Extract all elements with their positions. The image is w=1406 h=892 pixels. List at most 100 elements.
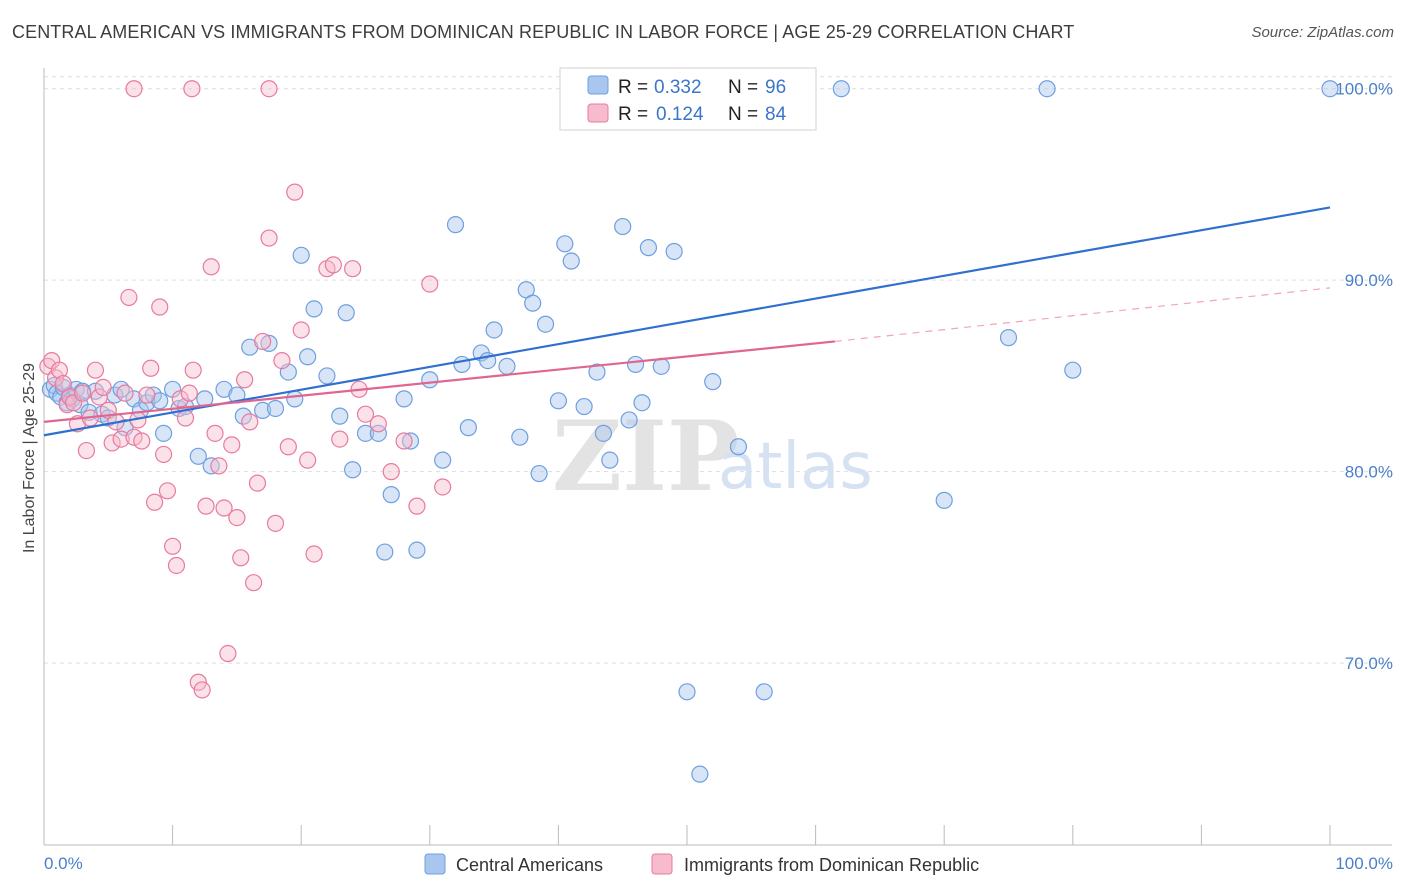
y-tick-label: 70.0%: [1345, 654, 1393, 673]
y-tick-label: 80.0%: [1345, 463, 1393, 482]
series-dominican-republic: [39, 80, 748, 699]
stats-n-value-2: 84: [765, 104, 787, 125]
point-central-americans: [556, 235, 574, 253]
point-dominican-republic: [382, 463, 400, 481]
point-central-americans: [1064, 361, 1082, 379]
point-dominican-republic: [254, 332, 272, 351]
point-dominican-republic: [266, 514, 285, 532]
y-axis-label: In Labor Force | Age 25-29: [21, 363, 38, 553]
point-central-americans: [189, 447, 207, 465]
x-tick-label: 100.0%: [1335, 854, 1393, 873]
point-dominican-republic: [232, 549, 250, 567]
point-central-americans: [331, 407, 349, 425]
point-central-americans: [234, 407, 252, 425]
point-central-americans: [485, 321, 503, 339]
point-dominican-republic: [356, 405, 375, 423]
trend-lines: [43, 206, 1331, 437]
point-central-americans: [401, 432, 420, 450]
point-central-americans: [356, 424, 375, 442]
point-dominican-republic: [154, 445, 173, 464]
trend-extension-dominican-republic: [834, 287, 1331, 343]
point-central-americans: [376, 543, 394, 561]
point-dominican-republic: [151, 298, 169, 316]
axes: [43, 68, 1392, 846]
point-central-americans: [254, 401, 272, 419]
point-dominican-republic: [142, 359, 160, 377]
point-central-americans: [344, 461, 362, 479]
point-central-americans: [729, 438, 748, 456]
x-tick-labels: 0.0% 100.0%: [44, 854, 1393, 873]
point-dominican-republic: [421, 275, 439, 293]
point-central-americans: [144, 386, 162, 404]
point-central-americans: [154, 424, 173, 442]
point-central-americans: [369, 424, 387, 442]
point-dominican-republic: [408, 497, 426, 515]
legend-swatch-central-americans: [424, 853, 446, 875]
point-central-americans: [614, 217, 632, 236]
legend-swatch-dominican-republic: [651, 853, 673, 875]
point-dominican-republic: [183, 80, 201, 98]
point-dominican-republic: [434, 478, 452, 496]
source-credit: Source: ZipAtlas.com: [1251, 24, 1394, 41]
point-central-americans: [524, 294, 542, 312]
point-central-americans: [260, 334, 278, 352]
legend-label-central-americans: Central Americans: [456, 855, 603, 875]
point-central-americans: [434, 451, 452, 469]
x-tick-label: 0.0%: [44, 854, 83, 873]
point-dominican-republic: [125, 428, 143, 446]
point-central-americans: [639, 239, 658, 257]
point-central-americans: [382, 486, 400, 504]
trend-line-central-americans: [43, 206, 1331, 437]
point-central-americans: [530, 464, 548, 483]
point-dominican-republic: [86, 361, 105, 379]
point-central-americans: [266, 399, 285, 418]
point-dominican-republic: [120, 288, 138, 307]
point-central-americans: [935, 491, 953, 509]
y-tick-label: 100.0%: [1335, 80, 1393, 99]
gridlines: [44, 76, 1392, 664]
point-dominican-republic: [241, 413, 259, 431]
point-central-americans: [562, 252, 580, 270]
point-dominican-republic: [197, 497, 215, 515]
point-dominican-republic: [292, 321, 310, 339]
point-dominican-republic: [331, 430, 349, 448]
point-central-americans: [337, 304, 355, 322]
point-dominican-republic: [138, 386, 156, 404]
point-central-americans: [549, 392, 568, 410]
point-dominican-republic: [164, 537, 182, 555]
point-central-americans: [575, 397, 593, 416]
point-dominican-republic: [395, 432, 413, 450]
watermark-zip: ZIP: [552, 400, 739, 513]
point-dominican-republic: [369, 415, 387, 433]
point-dominican-republic: [219, 644, 237, 663]
point-central-americans: [620, 411, 638, 429]
point-central-americans: [453, 355, 471, 374]
point-dominican-republic: [90, 388, 108, 406]
point-dominican-republic: [116, 384, 134, 402]
point-dominican-republic: [112, 430, 130, 448]
stats-box: R = 0.332 N = 96 R = 0.124 N = 84: [559, 67, 817, 131]
point-dominican-republic: [125, 80, 143, 98]
point-dominican-republic: [202, 258, 220, 276]
stats-swatch-pink: [587, 103, 609, 123]
watermark: ZIP atlas: [552, 400, 873, 513]
point-dominican-republic: [73, 384, 92, 402]
point-central-americans: [305, 300, 323, 318]
point-central-americans: [536, 315, 555, 333]
point-dominican-republic: [167, 556, 186, 575]
point-dominican-republic: [273, 351, 291, 370]
point-dominican-republic: [176, 409, 195, 427]
point-dominican-republic: [215, 499, 233, 517]
point-central-americans: [999, 329, 1018, 347]
point-dominican-republic: [133, 432, 151, 450]
stats-n-label-1: N =: [728, 77, 758, 98]
point-dominican-republic: [193, 681, 211, 699]
stats-r-label-1: R =: [618, 77, 648, 98]
point-central-americans: [299, 348, 317, 366]
trend-line-dominican-republic: [43, 340, 836, 423]
point-central-americans: [511, 428, 529, 446]
point-dominican-republic: [103, 434, 121, 452]
point-dominican-republic: [305, 545, 323, 563]
point-central-americans: [626, 355, 645, 374]
point-central-americans: [318, 367, 336, 385]
